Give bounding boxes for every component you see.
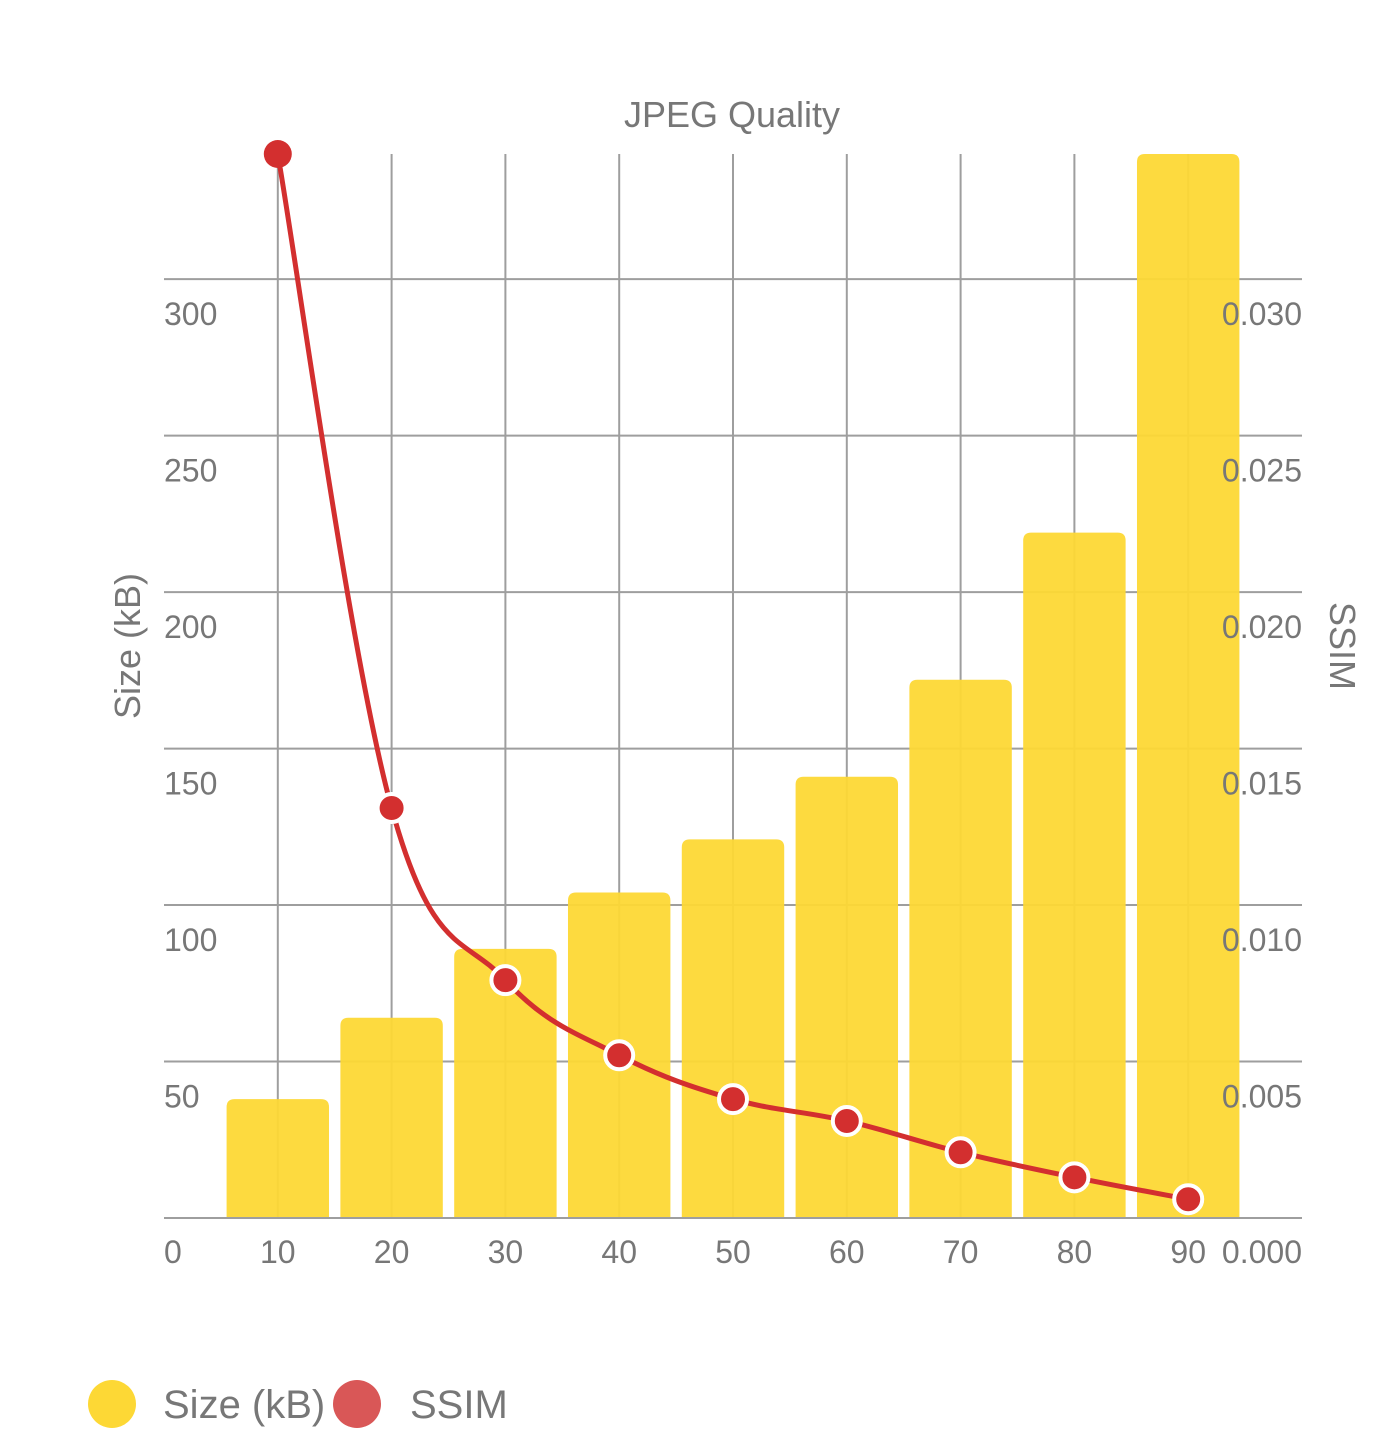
ssim-point bbox=[830, 1104, 863, 1137]
bar bbox=[1136, 154, 1240, 1218]
y2-tick-label: 0.025 bbox=[1222, 453, 1302, 489]
ssim-point bbox=[717, 1083, 749, 1116]
bar bbox=[340, 1017, 443, 1218]
y-tick-label: 50 bbox=[164, 1079, 200, 1115]
bar bbox=[454, 948, 557, 1218]
ssim-point bbox=[375, 792, 408, 825]
ssim-point bbox=[489, 964, 522, 997]
ssim-point bbox=[263, 140, 292, 168]
x-tick-label: 70 bbox=[943, 1234, 979, 1270]
ssim-point bbox=[944, 1136, 977, 1169]
legend-size-swatch bbox=[88, 1380, 136, 1428]
y2-tick-label: 0.010 bbox=[1222, 922, 1302, 958]
bar bbox=[909, 679, 1012, 1218]
x-tick-label: 10 bbox=[260, 1234, 296, 1270]
y2-tick-label: 0.030 bbox=[1222, 296, 1302, 332]
y-axis-title: Size (kB) bbox=[107, 573, 148, 719]
bar bbox=[681, 839, 785, 1218]
bar bbox=[226, 1099, 330, 1218]
x-axis-title: JPEG Quality bbox=[624, 94, 840, 135]
bar bbox=[1023, 532, 1126, 1218]
y2-axis-title: SSIM bbox=[1322, 602, 1363, 690]
x-tick-label: 60 bbox=[829, 1234, 865, 1270]
x-tick-label: 80 bbox=[1057, 1234, 1093, 1270]
y2-tick-label: 0.020 bbox=[1222, 609, 1302, 645]
x-tick-label: 0 bbox=[164, 1234, 182, 1270]
ssim-point bbox=[1058, 1161, 1091, 1194]
legend-ssim-label: SSIM bbox=[410, 1383, 508, 1427]
x-tick-label: 50 bbox=[715, 1234, 751, 1270]
y2-tick-label: 0.015 bbox=[1222, 766, 1302, 802]
y-tick-label: 250 bbox=[164, 453, 217, 489]
legend: Size (kB) SSIM bbox=[88, 1380, 508, 1428]
x-tick-label: 40 bbox=[601, 1234, 637, 1270]
y-tick-label: 150 bbox=[164, 766, 217, 802]
bar-series bbox=[226, 154, 1240, 1218]
legend-ssim-swatch bbox=[333, 1380, 381, 1428]
ssim-point bbox=[1172, 1183, 1205, 1216]
y2-tick-label: 0.000 bbox=[1222, 1234, 1302, 1270]
x-tick-label: 90 bbox=[1170, 1234, 1206, 1270]
bar bbox=[795, 776, 899, 1218]
y2-tick-label: 0.005 bbox=[1222, 1079, 1302, 1115]
y-tick-label: 300 bbox=[164, 296, 217, 332]
ssim-line bbox=[275, 153, 1189, 1202]
x-tick-label: 30 bbox=[488, 1234, 524, 1270]
x-tick-label: 20 bbox=[374, 1234, 410, 1270]
ssim-series bbox=[263, 140, 1205, 1216]
y-tick-label: 100 bbox=[164, 922, 217, 958]
legend-size-label: Size (kB) bbox=[163, 1383, 325, 1427]
ssim-point bbox=[603, 1039, 636, 1072]
y-tick-label: 200 bbox=[164, 609, 217, 645]
